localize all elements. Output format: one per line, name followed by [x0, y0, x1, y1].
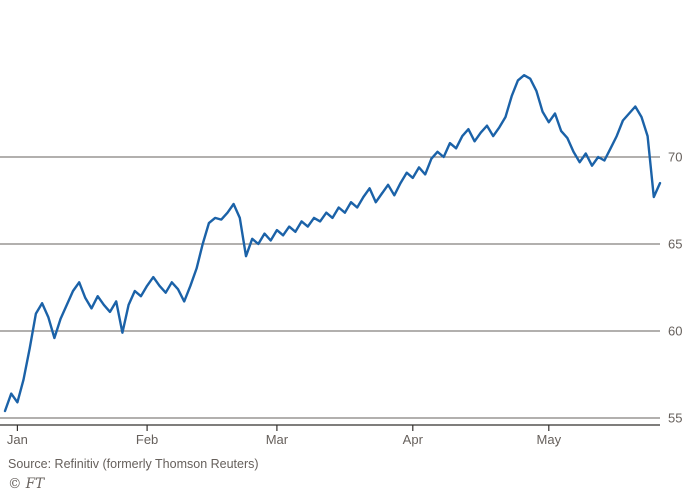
x-axis-label: Mar [266, 432, 289, 447]
x-axis-label: May [537, 432, 562, 447]
price-line [3, 74, 662, 413]
y-axis-label: 60 [668, 324, 682, 339]
x-axis-label: Feb [136, 432, 158, 447]
y-axis-label: 65 [668, 237, 682, 252]
x-axis-label: Apr [403, 432, 424, 447]
line-chart: 55 60 65 70 Jan Feb Mar Apr May [0, 74, 682, 447]
y-axis-label: 55 [668, 411, 682, 426]
x-axis-label: Jan [7, 432, 28, 447]
y-axis-label: 70 [668, 150, 682, 165]
ft-copyright: © FT [8, 476, 45, 492]
source-credit: Source: Refinitiv (formerly Thomson Reut… [8, 457, 259, 471]
